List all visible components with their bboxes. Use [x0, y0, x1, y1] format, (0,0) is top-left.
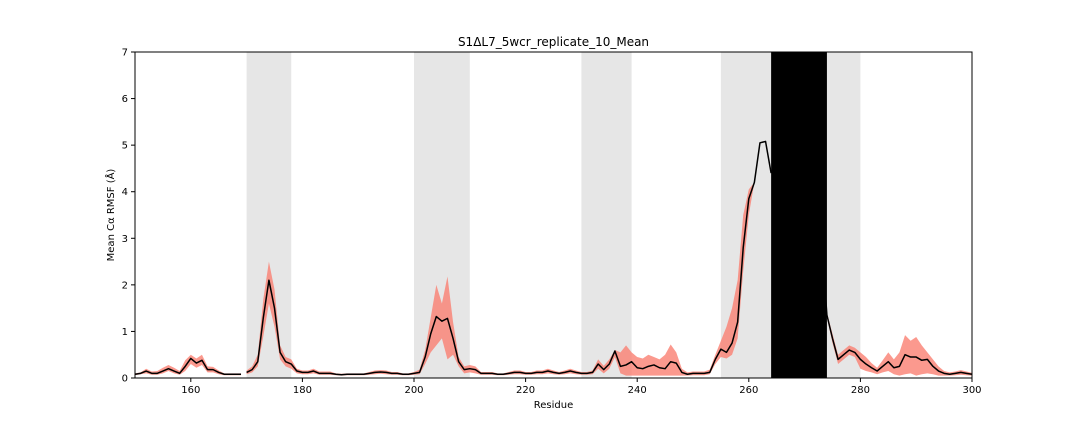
shaded-region-2	[581, 52, 632, 378]
y-tick-label: 6	[122, 94, 128, 105]
y-tick-label: 3	[122, 234, 128, 245]
x-tick-label: 280	[851, 385, 870, 396]
x-axis: 160 180 200 220 240 260 280 300	[181, 378, 982, 396]
gap-regions	[771, 52, 827, 378]
y-tick-label: 5	[122, 141, 128, 152]
plot-frame	[134, 51, 973, 379]
rmsf-line-0	[134, 357, 242, 376]
y-tick-label: 0	[122, 374, 128, 385]
x-tick-label: 220	[516, 385, 535, 396]
chart-title: S1ΔL7_5wcr_replicate_10_Mean	[458, 35, 649, 49]
y-tick-label: 1	[122, 327, 128, 338]
x-axis-label: Residue	[534, 400, 573, 411]
rmsf-line-2	[820, 238, 973, 376]
gap-region-0	[771, 52, 827, 378]
y-tick-label: 7	[122, 48, 128, 59]
x-tick-label: 180	[293, 385, 312, 396]
x-tick-label: 300	[962, 385, 981, 396]
x-tick-label: 160	[181, 385, 200, 396]
rmsf-line-1	[246, 140, 772, 376]
y-axis: 0 1 2 3 4 5 6 7	[122, 48, 135, 385]
shaded-region-0	[246, 52, 292, 378]
y-tick-label: 4	[122, 187, 128, 198]
y-tick-label: 2	[122, 280, 128, 291]
rmsf-band-1	[246, 141, 772, 376]
x-tick-label: 240	[628, 385, 647, 396]
x-tick-label: 200	[404, 385, 423, 396]
rmsf-band-0	[135, 354, 242, 376]
x-tick-label: 260	[739, 385, 758, 396]
shaded-regions	[246, 52, 861, 378]
y-axis-label: Mean Cα RMSF (Å)	[104, 169, 117, 262]
rmsf-lines	[134, 140, 973, 376]
